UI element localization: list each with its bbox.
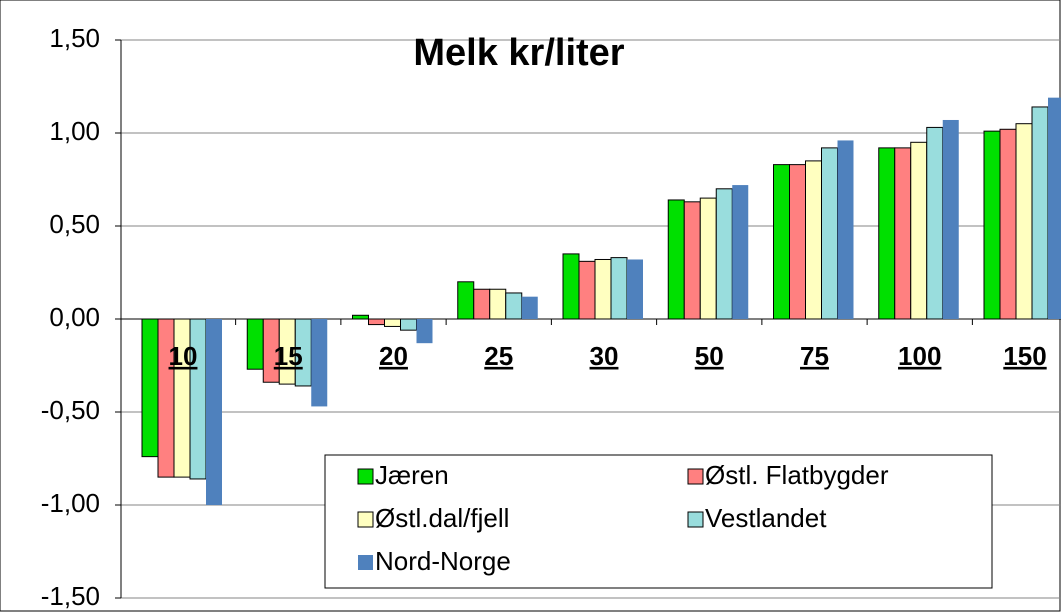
bar [416, 319, 433, 344]
bar [894, 147, 912, 320]
bar [789, 164, 806, 320]
bar [141, 318, 159, 458]
legend-swatch [687, 468, 704, 485]
bar [311, 319, 328, 407]
bar [837, 140, 854, 319]
x-tick-label: 150 [1003, 341, 1046, 371]
bar [683, 201, 701, 320]
legend-swatch [358, 555, 373, 570]
y-tick-label: -1,50 [41, 581, 100, 611]
bar [384, 318, 401, 327]
bar [610, 257, 628, 320]
legend-box [324, 454, 993, 589]
bar [246, 318, 264, 370]
y-tick-label: 0,50 [49, 209, 100, 239]
bar [457, 281, 475, 320]
bar [983, 130, 1001, 320]
bar [562, 253, 580, 320]
chart-title: Melk kr/liter [413, 32, 624, 74]
bar [667, 199, 685, 320]
bar [505, 292, 523, 320]
bar [999, 128, 1017, 320]
bar [926, 126, 944, 320]
bar [594, 258, 612, 320]
x-tick-label: 100 [898, 341, 941, 371]
bar [1031, 106, 1049, 320]
x-tick-label: 50 [695, 341, 724, 371]
bar [732, 185, 749, 319]
bar [1048, 97, 1061, 319]
bar [627, 259, 643, 319]
legend-label: Østl. Flatbygder [705, 460, 889, 490]
x-tick-label: 20 [379, 341, 408, 371]
bar [878, 147, 896, 320]
bar [521, 296, 538, 319]
y-tick-label: -1,00 [41, 488, 100, 518]
legend-swatch [357, 468, 374, 485]
x-tick-label: 15 [274, 341, 303, 371]
legend-label: Nord-Norge [375, 546, 511, 576]
bar [400, 318, 417, 331]
legend-label: Jæren [375, 460, 449, 490]
bar [715, 188, 733, 320]
bar [489, 288, 507, 320]
x-tick-label: 30 [590, 341, 619, 371]
x-tick-label: 25 [484, 341, 513, 371]
bar [1015, 123, 1033, 320]
legend: Jæren Østl. Flatbygder Østl.dal/fjell Vestl… [324, 454, 993, 589]
y-tick-label: -0,50 [41, 395, 100, 425]
y-tick-label: 1,50 [49, 23, 100, 53]
bar [910, 141, 928, 320]
bar [473, 288, 491, 320]
legend-label: Vestlandet [705, 503, 827, 533]
x-tick-label: 75 [800, 341, 829, 371]
bar [578, 260, 596, 320]
bar [942, 119, 959, 319]
bar [821, 147, 838, 320]
legend-swatch [687, 511, 704, 528]
y-tick-label: 1,00 [49, 116, 100, 146]
bar [352, 314, 369, 320]
bar [368, 318, 385, 326]
bar [699, 197, 717, 320]
x-tick-label: 10 [169, 341, 198, 371]
bar [773, 164, 790, 320]
legend-swatch [357, 511, 374, 528]
bar [206, 319, 222, 505]
y-tick-label: 0,00 [49, 302, 100, 332]
legend-label: Østl.dal/fjell [375, 503, 509, 533]
bars [141, 97, 1061, 505]
bar [805, 160, 822, 320]
